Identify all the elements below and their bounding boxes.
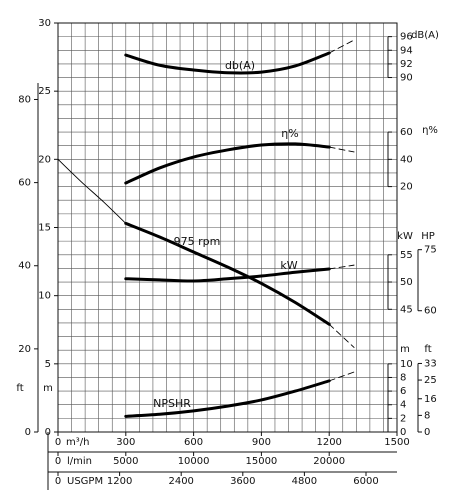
x-tick-label: 1200 <box>316 437 341 448</box>
right-tick-label: 2 <box>400 413 406 424</box>
right-tick-label: 92 <box>400 59 413 70</box>
x-tick-label: 600 <box>184 437 203 448</box>
right-tick-label: 75 <box>424 245 437 256</box>
flow-tick-label: 0 <box>55 456 61 467</box>
curve-label: 975 rpm <box>174 235 221 248</box>
right-axis-label: m <box>400 344 410 355</box>
curve <box>124 267 331 283</box>
right-axis-label: HP <box>421 231 435 242</box>
curve <box>124 142 331 185</box>
curve-label: db(A) <box>225 59 255 72</box>
right-axis-label: η% <box>422 125 438 136</box>
right-tick-label: 90 <box>400 73 413 84</box>
curve <box>57 158 127 224</box>
right-tick-label: 8 <box>424 410 430 421</box>
flow-tick-label: 6000 <box>353 476 378 487</box>
right-axis-label: ft <box>424 344 431 355</box>
curve <box>124 51 331 75</box>
curve <box>328 371 355 382</box>
y-tick-label: 15 <box>38 223 51 234</box>
ft-axis-label: ft <box>16 383 23 394</box>
flow-axis-label: l/min <box>67 456 92 467</box>
flow-tick-label: 2400 <box>168 476 193 487</box>
y-axis-label: m <box>43 383 53 394</box>
y-tick-label: 20 <box>38 154 51 165</box>
right-tick-label: 8 <box>400 372 406 383</box>
x-tick-label: 300 <box>116 437 135 448</box>
ft-tick-label: 20 <box>18 344 31 355</box>
y-tick-label: 30 <box>38 18 51 29</box>
x-tick-label: 0 <box>55 437 61 448</box>
curve <box>328 264 355 270</box>
right-tick-label: 20 <box>400 182 413 193</box>
right-tick-label: 50 <box>400 277 413 288</box>
right-tick-label: 0 <box>400 427 406 438</box>
y-tick-label: 5 <box>45 359 51 370</box>
right-tick-label: 60 <box>424 306 437 317</box>
y-tick-label: 10 <box>38 291 51 302</box>
curve-label: NPSHR <box>153 397 191 410</box>
right-tick-label: 16 <box>424 394 437 405</box>
x-tick-label: 900 <box>252 437 271 448</box>
right-tick-label: 33 <box>424 358 437 369</box>
curve <box>328 39 355 54</box>
right-tick-label: 55 <box>400 250 413 261</box>
ft-tick-label: 60 <box>18 178 31 189</box>
y-tick-label: 25 <box>38 86 51 97</box>
right-tick-label: 10 <box>400 359 413 370</box>
flow-tick-label: 15000 <box>245 456 277 467</box>
ft-tick-label: 0 <box>25 427 31 438</box>
flow-tick-label: 4800 <box>292 476 317 487</box>
right-axis-label: dB(A) <box>411 30 439 41</box>
flow-tick-label: 3600 <box>230 476 255 487</box>
right-tick-label: 96 <box>400 32 413 43</box>
ft-tick-label: 80 <box>18 94 31 105</box>
curve <box>124 221 331 326</box>
right-axis-label: kW <box>397 231 413 242</box>
flow-axis-label: USGPM <box>67 476 103 487</box>
flow-tick-label: 10000 <box>178 456 210 467</box>
curve-label: η% <box>281 127 298 140</box>
right-tick-label: 6 <box>400 386 406 397</box>
right-tick-label: 94 <box>400 45 413 56</box>
right-tick-label: 4 <box>400 400 406 411</box>
curve <box>328 146 355 153</box>
x-axis-label: m³/h <box>66 437 89 448</box>
right-tick-label: 60 <box>400 127 413 138</box>
curve-label: kW <box>280 259 297 272</box>
flow-tick-label: 20000 <box>313 456 345 467</box>
right-tick-label: 25 <box>424 375 437 386</box>
flow-tick-label: 5000 <box>113 456 138 467</box>
ft-tick-label: 40 <box>18 261 31 272</box>
right-tick-label: 0 <box>424 427 430 438</box>
flow-tick-label: 0 <box>55 476 61 487</box>
right-tick-label: 40 <box>400 154 413 165</box>
curve <box>328 323 355 348</box>
right-tick-label: 45 <box>400 304 413 315</box>
flow-tick-label: 1200 <box>107 476 132 487</box>
x-tick-label: 1500 <box>384 437 409 448</box>
curve <box>124 379 331 418</box>
